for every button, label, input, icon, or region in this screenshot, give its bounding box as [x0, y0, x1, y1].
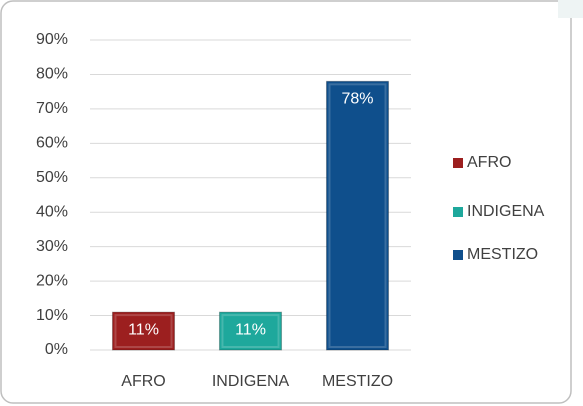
bar-bevel [114, 314, 173, 349]
y-tick-label: 20% [36, 272, 68, 289]
chart-frame [0, 0, 572, 404]
x-tick-label: INDIGENA [212, 373, 290, 390]
legend-label: AFRO [467, 154, 511, 171]
value-label: 78% [341, 91, 373, 108]
y-tick-label: 50% [36, 169, 68, 186]
bar [218, 311, 283, 351]
y-tick-label: 30% [36, 238, 68, 255]
value-label: 11% [235, 321, 266, 338]
value-label: 11% [128, 321, 159, 338]
legend-label: INDIGENA [467, 203, 545, 220]
legend-swatch [453, 158, 463, 168]
y-tick-label: 80% [36, 66, 68, 83]
y-tick-label: 0% [45, 341, 68, 358]
bar [111, 311, 176, 351]
legend-swatch [453, 207, 463, 217]
y-tick-label: 10% [36, 307, 68, 324]
bar-bevel [328, 83, 387, 348]
y-tick-label: 90% [36, 31, 68, 48]
corner-patch [558, 0, 583, 18]
x-tick-label: MESTIZO [322, 373, 393, 390]
y-tick-label: 40% [36, 203, 68, 220]
bar [325, 80, 390, 351]
legend-label: MESTIZO [467, 246, 538, 263]
y-tick-label: 60% [36, 135, 68, 152]
x-tick-label: AFRO [121, 373, 165, 390]
legend-swatch [453, 250, 463, 260]
y-tick-label: 70% [36, 100, 68, 117]
bar-bevel [221, 314, 280, 349]
